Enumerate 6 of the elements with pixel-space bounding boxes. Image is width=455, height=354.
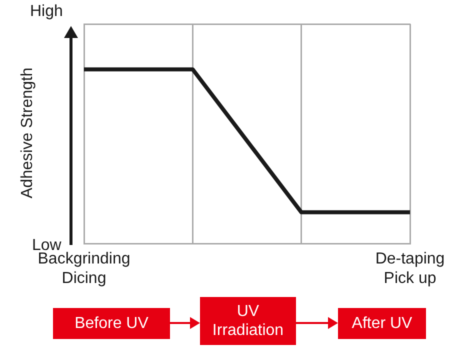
text: High bbox=[30, 2, 63, 21]
text: Before UV bbox=[53, 308, 170, 339]
y-axis-title: Adhesive Strength bbox=[19, 68, 37, 198]
x-tick-label: De-taping Pick up bbox=[375, 250, 445, 287]
text: After UV bbox=[338, 308, 426, 339]
text: UV Irradiation bbox=[200, 297, 296, 345]
